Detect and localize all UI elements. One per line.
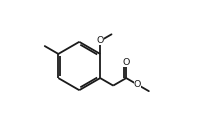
Text: O: O	[122, 58, 130, 67]
Text: O: O	[97, 36, 104, 45]
Text: O: O	[134, 80, 141, 89]
